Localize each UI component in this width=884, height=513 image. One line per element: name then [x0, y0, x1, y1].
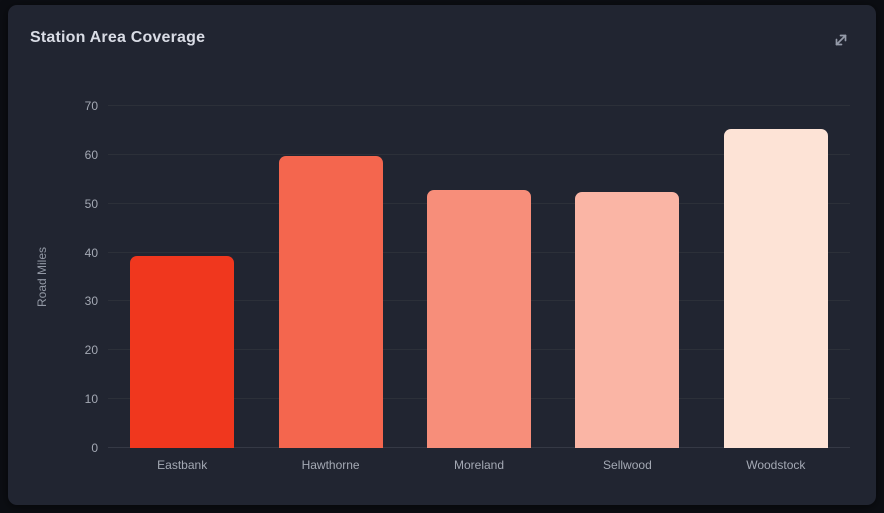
y-tick-label-70: 70: [84, 99, 98, 113]
x-axis-labels: Eastbank Hawthorne Moreland Sellwood Woodsto…: [108, 458, 850, 476]
y-tick-label-50: 50: [84, 196, 98, 211]
x-tick-label-woodstock: Woodstock: [746, 458, 806, 472]
chart-card: Station Area Coverage Road Miles 0 10 20 30…: [8, 5, 876, 505]
x-tick-label-sellwood: Sellwood: [603, 458, 652, 472]
x-tick-label-moreland: Moreland: [453, 458, 505, 472]
y-tick-label-40: 40: [84, 245, 98, 260]
plot-area: [108, 105, 850, 448]
gridline-y-70: [108, 105, 850, 106]
chart-title: Station Area Coverage: [30, 29, 206, 46]
bar-sellwood[interactable]: [575, 191, 680, 448]
bar-woodstock[interactable]: [723, 129, 828, 448]
expand-button[interactable]: [830, 29, 852, 51]
bar-eastbank[interactable]: [130, 255, 235, 448]
y-tick-label-20: 20: [84, 343, 98, 358]
bar-hawthorne[interactable]: [278, 155, 383, 448]
x-tick-label-eastbank: Eastbank: [157, 458, 208, 472]
gridline-y-60: [108, 153, 850, 155]
y-tick-label-60: 60: [84, 147, 98, 162]
y-tick-label-0: 0: [91, 441, 98, 455]
expand-icon: [835, 34, 847, 46]
x-tick-label-hawthorne: Hawthorne: [301, 458, 360, 472]
y-tick-label-10: 10: [84, 392, 98, 407]
bar-moreland[interactable]: [427, 189, 531, 448]
y-tick-label-30: 30: [84, 294, 98, 309]
y-axis-ticks: 0 10 20 30 40 50 60 70: [38, 99, 98, 455]
